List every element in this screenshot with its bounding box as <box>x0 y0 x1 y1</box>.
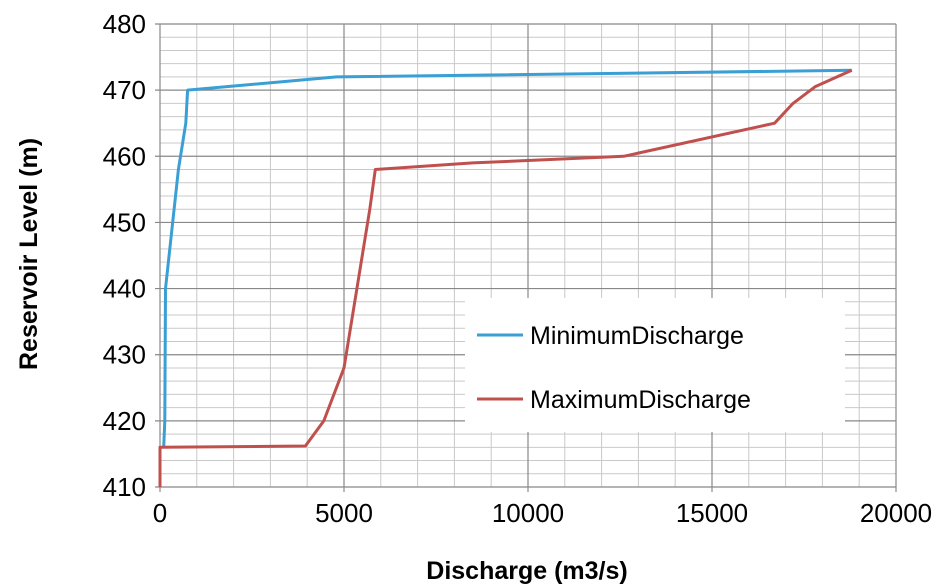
series-line-maximum-discharge <box>158 68 853 487</box>
y-tick-label: 470 <box>103 75 146 105</box>
x-tick-label: 15000 <box>676 498 748 528</box>
y-tick-label: 440 <box>103 274 146 304</box>
y-tick-label: 410 <box>103 472 146 502</box>
series-line-minimum-discharge <box>162 68 852 448</box>
y-tick-label: 480 <box>103 9 146 39</box>
legend-label-maximum: MaximumDischarge <box>530 386 751 414</box>
y-tick-label: 420 <box>103 406 146 436</box>
legend-box <box>465 298 845 432</box>
x-tick-label: 20000 <box>860 498 932 528</box>
x-tick-label: 5000 <box>315 498 373 528</box>
legend: MinimumDischarge MaximumDischarge <box>465 298 845 432</box>
y-axis-title: Reservoir Level (m) <box>15 138 43 370</box>
x-axis-title: Discharge (m3/s) <box>426 557 627 584</box>
y-tick-label: 460 <box>103 141 146 171</box>
x-axis-tick-labels: 0 5000 10000 15000 20000 <box>153 498 932 528</box>
x-tick-label: 0 <box>153 498 167 528</box>
x-tick-label: 10000 <box>492 498 564 528</box>
legend-label-minimum: MinimumDischarge <box>530 322 744 350</box>
series-lines <box>158 68 853 487</box>
y-tick-label: 430 <box>103 340 146 370</box>
y-axis-tick-labels: 410 420 430 440 450 460 470 480 <box>103 9 146 502</box>
y-tick-label: 450 <box>103 207 146 237</box>
